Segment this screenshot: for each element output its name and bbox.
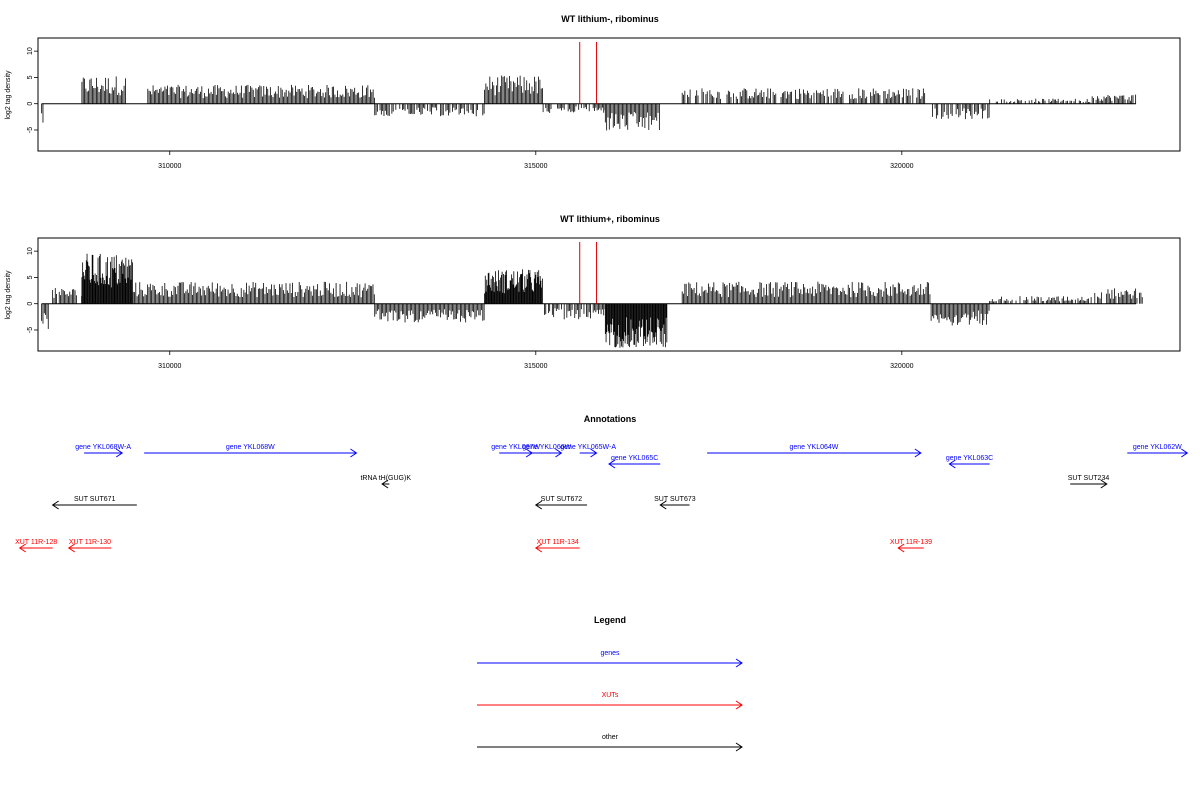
x-tick-label: 320000: [890, 163, 913, 170]
feature-arrowhead: [381, 479, 389, 489]
feature-label: SUT SUT672: [541, 496, 583, 503]
feature-arrowhead: [534, 543, 543, 553]
feature-label: XUT 11R-134: [537, 539, 579, 546]
legend-label: XUTs: [602, 692, 619, 699]
x-tick-label: 310000: [158, 163, 181, 170]
legend: Legend genes XUTs other: [477, 615, 743, 752]
feature-label: XUT 11R-139: [890, 539, 932, 546]
annotation-feature: XUT 11R-128: [15, 539, 57, 553]
y-tick-label: 5: [27, 275, 34, 279]
annotation-feature: SUT SUT673: [654, 496, 696, 510]
annotation-feature: gene YKL066W: [522, 444, 572, 458]
marker-lines: [579, 242, 598, 304]
feature-arrowhead: [534, 500, 543, 510]
feature-arrowhead: [897, 543, 905, 553]
y-tick-label: 0: [27, 102, 34, 106]
annotation-feature: SUT SUT671: [51, 496, 137, 510]
panel-title: WT lithium-, ribominus: [561, 14, 659, 24]
feature-label: tRNA tH(GUG)K: [360, 475, 411, 482]
y-tick-label: 5: [27, 75, 34, 79]
annotation-feature: gene YKL065C: [608, 455, 661, 469]
legend-arrowhead: [735, 658, 743, 668]
y-tick-label: -5: [27, 327, 34, 333]
annotation-feature: gene YKL068W: [144, 444, 358, 458]
y-tick-label: 0: [27, 302, 34, 306]
feature-label: gene YKL065W-A: [560, 444, 616, 451]
signal-bars: [41, 253, 1143, 348]
feature-label: gene YKL068W-A: [75, 444, 131, 451]
feature-arrowhead: [590, 448, 598, 458]
annotations-title: Annotations: [584, 414, 637, 424]
annotation-feature: XUT 11R-134: [534, 539, 580, 553]
legend-arrowhead: [735, 700, 743, 710]
signal-bars: [41, 75, 1137, 131]
x-tick-label: 315000: [524, 163, 547, 170]
annotation-feature: tRNA tH(GUG)K: [360, 475, 411, 489]
feature-label: SUT SUT671: [74, 496, 116, 503]
annotation-track: Annotations gene YKL068W-A gene YKL068W ge…: [15, 414, 1189, 553]
feature-label: gene YKL068W: [226, 444, 275, 451]
legend-label: other: [602, 734, 619, 741]
feature-label: gene YKL067W: [491, 444, 540, 451]
feature-arrowhead: [1100, 479, 1108, 489]
x-axis: 310000 315000 320000: [158, 151, 914, 170]
y-tick-label: -5: [27, 127, 34, 133]
feature-label: gene YKL065C: [611, 455, 658, 462]
panel-title: WT lithium+, ribominus: [560, 214, 660, 224]
annotation-feature: SUT SUT672: [534, 496, 588, 510]
feature-label: gene YKL064W: [790, 444, 839, 451]
feature-label: XUT 11R-130: [69, 539, 111, 546]
feature-arrowhead: [51, 500, 59, 510]
legend-entries: genes XUTs other: [477, 650, 743, 752]
legend-entry: other: [477, 734, 743, 752]
annotation-feature: gene YKL068W-A: [75, 444, 131, 458]
feature-arrowhead: [115, 448, 124, 458]
annotation-feature: SUT SUT234: [1068, 475, 1110, 489]
feature-label: SUT SUT673: [654, 496, 696, 503]
legend-entry: genes: [477, 650, 743, 668]
annotation-features: gene YKL068W-A gene YKL068W gene YKL067Wge…: [15, 444, 1189, 553]
annotation-feature: gene YKL063C: [946, 455, 993, 469]
feature-label: gene YKL062W: [1133, 444, 1182, 451]
y-tick-label: 10: [27, 47, 34, 55]
feature-arrowhead: [608, 459, 616, 469]
y-tick-label: 10: [27, 247, 34, 255]
track-panel-lithium-plus: WT lithium+, ribominus -5 0 5 10 310000 3150…: [5, 214, 1181, 370]
feature-label: SUT SUT234: [1068, 475, 1110, 482]
feature-arrowhead: [67, 543, 76, 553]
x-tick-label: 320000: [890, 363, 913, 370]
x-tick-label: 315000: [524, 363, 547, 370]
plot-frame: [37, 37, 1181, 152]
feature-label: gene YKL066W: [522, 444, 571, 451]
x-tick-label: 310000: [158, 363, 181, 370]
annotation-feature: gene YKL065W-A: [560, 444, 616, 458]
legend-entry: XUTs: [477, 692, 743, 710]
feature-label: gene YKL063C: [946, 455, 993, 462]
y-axis-label: log2 tag density: [5, 270, 12, 320]
feature-arrowhead: [659, 500, 667, 510]
feature-arrowhead: [948, 459, 956, 469]
feature-arrowhead: [555, 448, 563, 458]
x-axis: 310000 315000 320000: [158, 351, 914, 370]
track-panel-lithium-minus: WT lithium-, ribominus -5 0 5 10 310000 3150…: [5, 14, 1181, 170]
feature-arrowhead: [350, 448, 358, 458]
marker-lines: [579, 42, 598, 104]
legend-title: Legend: [594, 615, 626, 625]
feature-label: XUT 11R-128: [15, 539, 57, 546]
annotation-feature: gene YKL064W: [707, 444, 922, 458]
legend-arrowhead: [735, 742, 743, 752]
feature-arrowhead: [18, 543, 26, 553]
y-axis-label: log2 tag density: [5, 70, 12, 120]
annotation-feature: gene YKL062W: [1127, 444, 1189, 458]
annotation-feature: XUT 11R-139: [890, 539, 932, 553]
legend-label: genes: [600, 650, 620, 657]
y-axis: -5 0 5 10: [27, 247, 39, 333]
y-axis: -5 0 5 10: [27, 47, 39, 133]
feature-arrowhead: [914, 448, 922, 458]
annotation-feature: XUT 11R-130: [67, 539, 112, 553]
feature-arrowhead: [1181, 448, 1189, 458]
